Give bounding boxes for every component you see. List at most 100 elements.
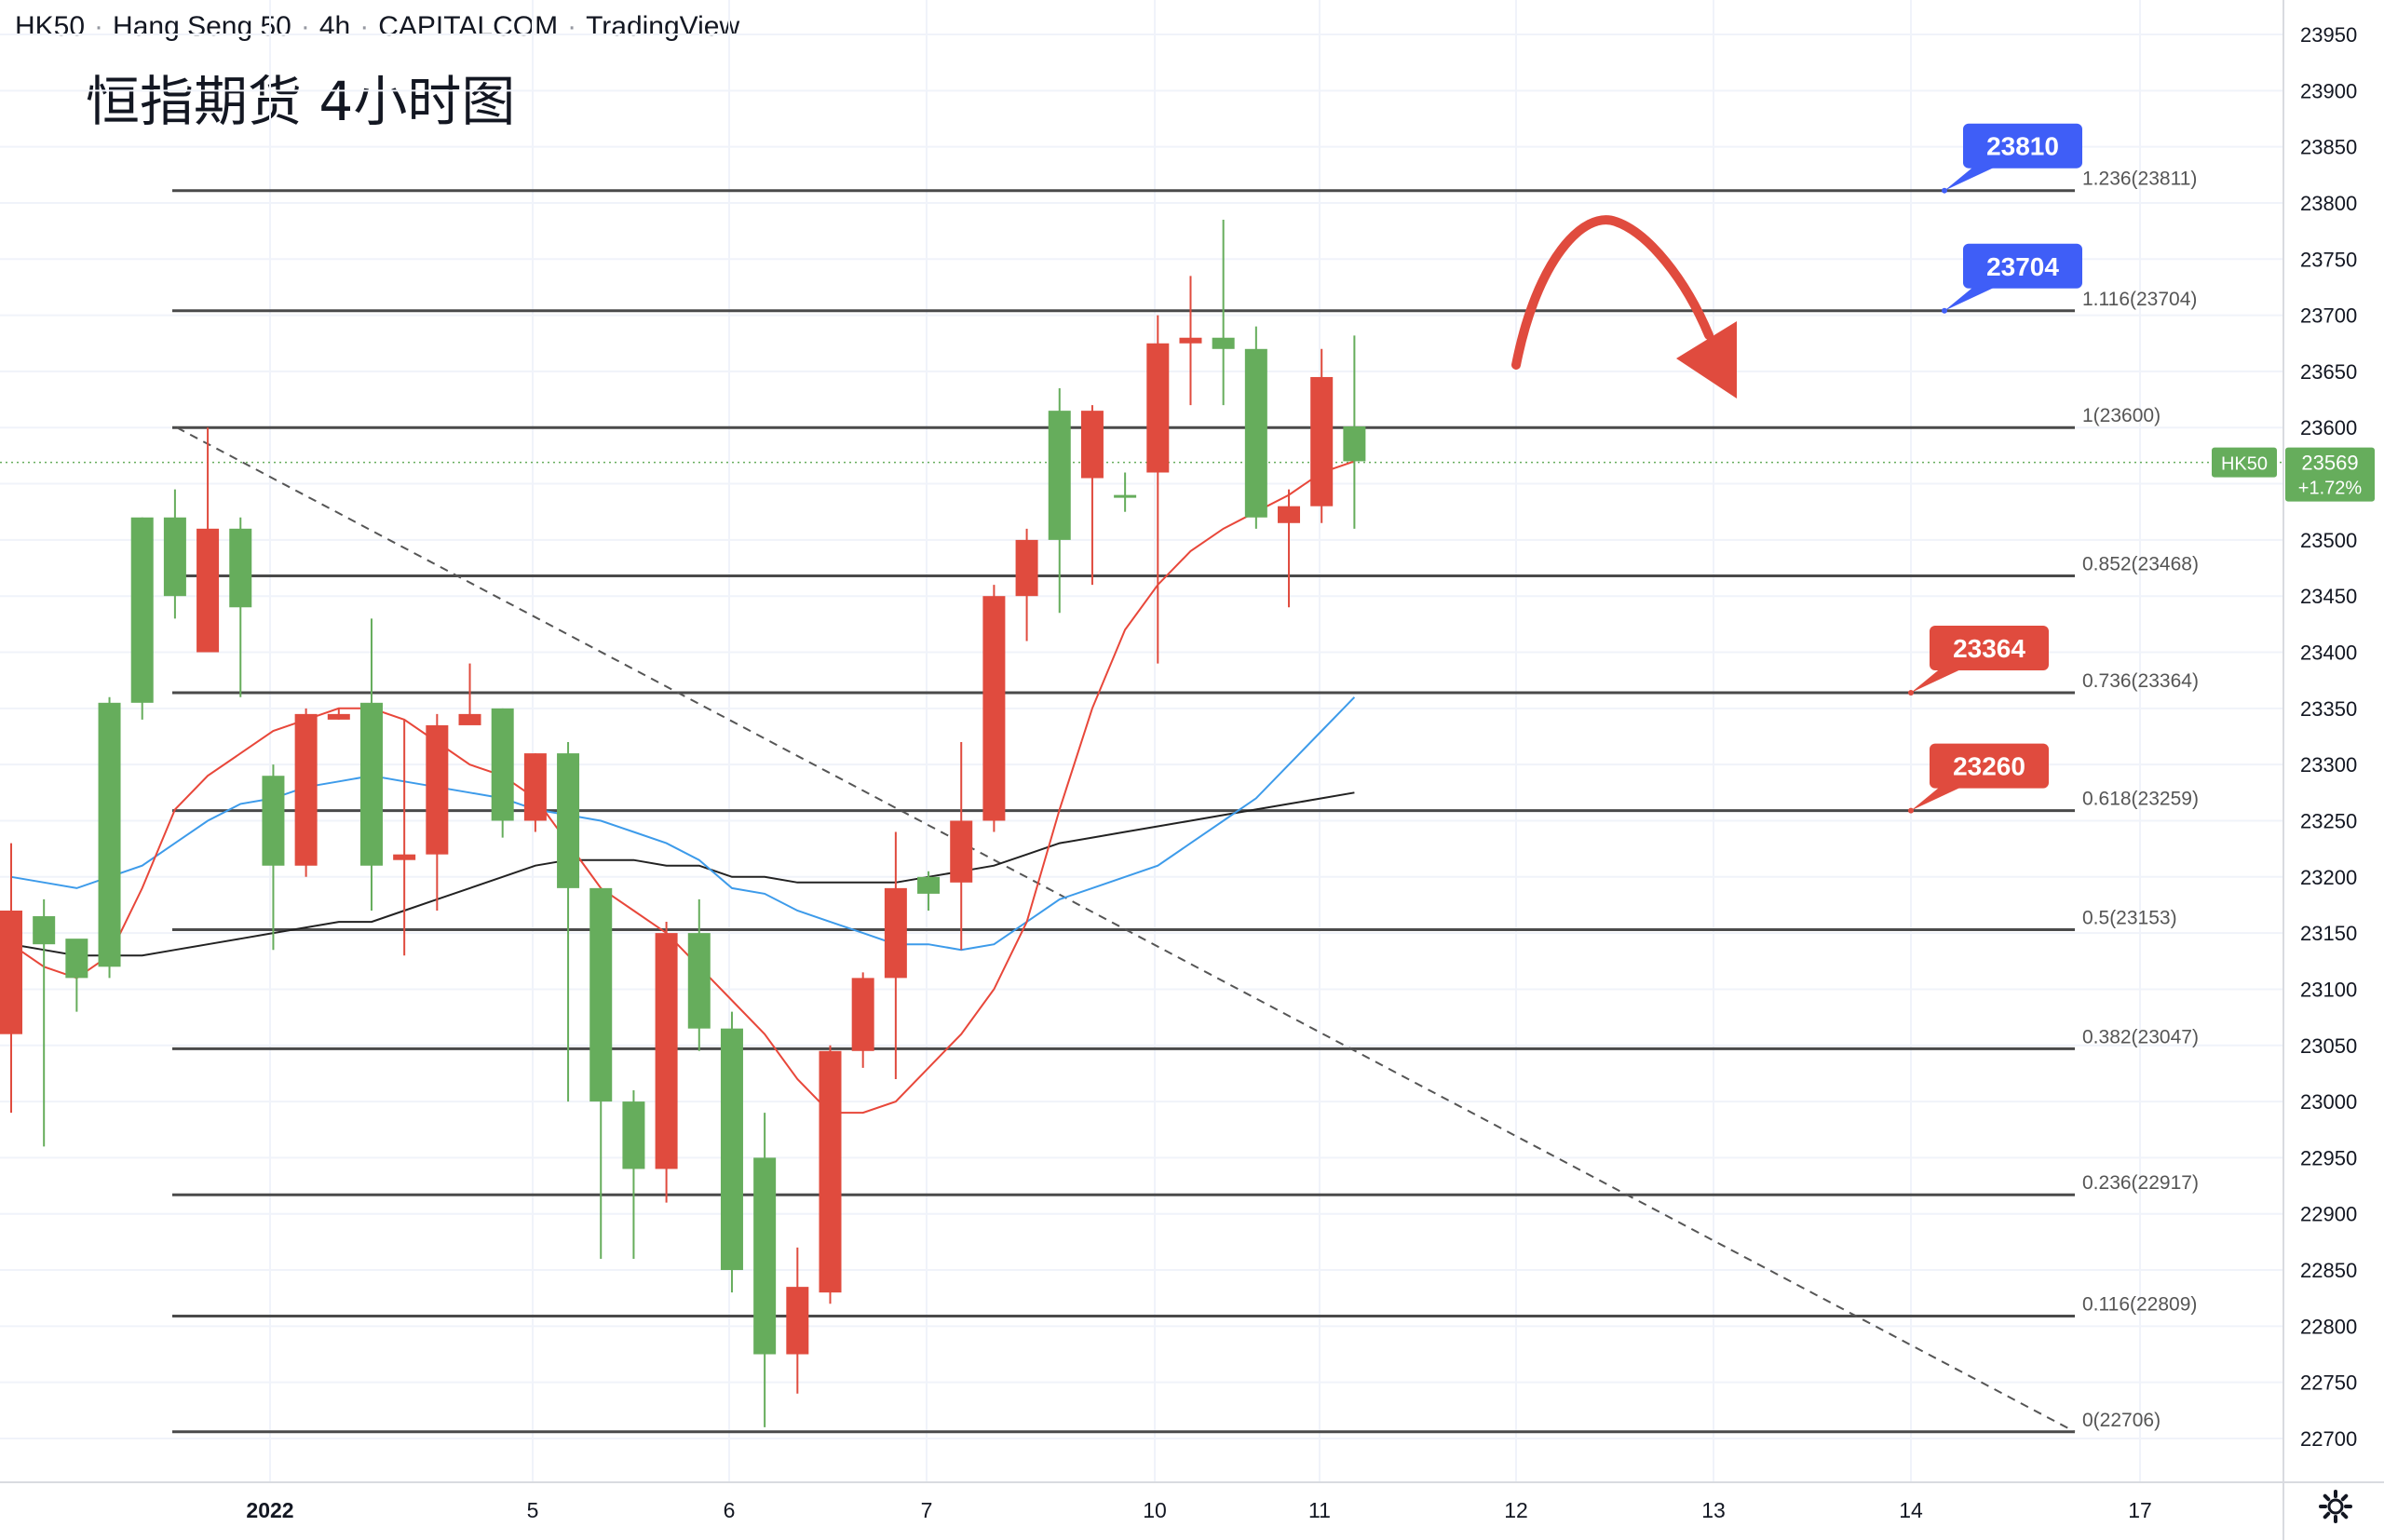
candle-body[interactable] bbox=[1310, 376, 1334, 507]
candle-body[interactable] bbox=[655, 933, 678, 1169]
candle-body[interactable] bbox=[753, 1157, 777, 1355]
forecast-arrow-head bbox=[1676, 321, 1737, 399]
y-tick-label: 23650 bbox=[2300, 360, 2357, 384]
y-tick-label: 23900 bbox=[2300, 79, 2357, 102]
candle-body[interactable] bbox=[523, 753, 547, 821]
candle-body[interactable] bbox=[229, 528, 252, 608]
price-badge[interactable] bbox=[1963, 243, 2082, 289]
fib-level-label: 0.5(23153) bbox=[2082, 908, 2177, 929]
price-badge[interactable] bbox=[1930, 743, 2049, 789]
candle-body[interactable] bbox=[262, 776, 285, 866]
candle-body[interactable] bbox=[1015, 539, 1038, 597]
symbol-price-tag[interactable] bbox=[2212, 447, 2277, 478]
candle-body[interactable] bbox=[163, 517, 186, 597]
y-tick-label: 23950 bbox=[2300, 23, 2357, 47]
symbol-ticker[interactable]: HK50 bbox=[15, 11, 86, 42]
price-badge[interactable] bbox=[1963, 123, 2082, 169]
y-tick-label: 22850 bbox=[2300, 1259, 2357, 1282]
x-tick-label: 10 bbox=[1143, 1498, 1167, 1522]
x-tick-label: 6 bbox=[724, 1498, 736, 1522]
ma-blue-line bbox=[10, 696, 1356, 952]
separator-dot: · bbox=[359, 11, 370, 42]
candle-body[interactable] bbox=[98, 702, 121, 967]
y-tick-label: 22900 bbox=[2300, 1203, 2357, 1226]
separator-dot: · bbox=[300, 11, 310, 42]
badge-anchor-dot bbox=[1942, 307, 1947, 314]
price-axis bbox=[2283, 0, 2384, 1540]
badge-anchor-dot bbox=[1908, 689, 1914, 696]
price-badge-text: 23704 bbox=[1986, 252, 2059, 281]
candle-body[interactable] bbox=[458, 713, 481, 725]
candle-body[interactable] bbox=[851, 978, 874, 1051]
candle-body[interactable] bbox=[359, 702, 383, 866]
y-tick-label: 23000 bbox=[2300, 1090, 2357, 1114]
candle-body[interactable] bbox=[1080, 411, 1104, 479]
separator-dot: · bbox=[94, 11, 104, 42]
candle-body[interactable] bbox=[130, 517, 154, 703]
candle-body[interactable] bbox=[819, 1050, 842, 1293]
candle-body[interactable] bbox=[1244, 348, 1267, 518]
candle-body[interactable] bbox=[1343, 426, 1366, 462]
interval-label[interactable]: 4h bbox=[318, 11, 351, 42]
badge-pointer bbox=[1944, 164, 2000, 191]
y-tick-label: 23150 bbox=[2300, 922, 2357, 945]
candle-body[interactable] bbox=[622, 1101, 645, 1169]
badge-anchor-dot bbox=[1908, 807, 1914, 814]
ma-red-line bbox=[10, 460, 1355, 1114]
badge-anchor-dot bbox=[1942, 187, 1947, 194]
y-tick-label: 23300 bbox=[2300, 753, 2357, 777]
candle-body[interactable] bbox=[393, 854, 416, 860]
fib-level-label: 0.736(23364) bbox=[2082, 670, 2199, 692]
candle-body[interactable] bbox=[950, 820, 973, 883]
candle-body[interactable] bbox=[327, 713, 350, 720]
x-tick-label: 11 bbox=[1308, 1498, 1331, 1522]
y-tick-label: 23500 bbox=[2300, 529, 2357, 552]
candle-body[interactable] bbox=[1048, 411, 1071, 540]
y-tick-label: 22950 bbox=[2300, 1146, 2357, 1169]
candle-body[interactable] bbox=[1114, 494, 1137, 498]
candle-body[interactable] bbox=[917, 876, 941, 894]
symbol-price-tag-text: HK50 bbox=[2221, 454, 2268, 475]
x-tick-label: 14 bbox=[1899, 1498, 1923, 1522]
candle-body[interactable] bbox=[557, 753, 580, 888]
candle-body[interactable] bbox=[33, 916, 56, 945]
y-tick-label: 22800 bbox=[2300, 1315, 2357, 1338]
candle-body[interactable] bbox=[65, 939, 88, 979]
forecast-arrow bbox=[1511, 215, 1714, 370]
candle-body[interactable] bbox=[1278, 506, 1301, 523]
gear-icon[interactable] bbox=[2317, 1488, 2354, 1525]
x-tick-label: 17 bbox=[2128, 1498, 2152, 1522]
candle-body[interactable] bbox=[720, 1028, 743, 1271]
candle-body[interactable] bbox=[884, 887, 907, 979]
candle-body[interactable] bbox=[1212, 337, 1235, 349]
candle-body[interactable] bbox=[491, 708, 514, 821]
y-tick-label: 23600 bbox=[2300, 416, 2357, 439]
fib-level-label: 1.116(23704) bbox=[2082, 289, 2197, 310]
price-badge-text: 23260 bbox=[1953, 752, 2025, 781]
x-tick-label: 12 bbox=[1504, 1498, 1528, 1522]
candle-body[interactable] bbox=[0, 910, 22, 1034]
current-price-tag[interactable] bbox=[2285, 447, 2375, 502]
separator-dot: · bbox=[567, 11, 577, 42]
candle-body[interactable] bbox=[982, 596, 1006, 821]
candle-body[interactable] bbox=[426, 724, 449, 855]
candle-body[interactable] bbox=[1179, 337, 1202, 344]
price-change-text: +1.72% bbox=[2298, 479, 2363, 499]
chart-header: HK50 · Hang Seng 50 · 4h · CAPITALCOM · TradingV… bbox=[15, 11, 739, 43]
candle-body[interactable] bbox=[786, 1287, 809, 1355]
price-badge[interactable] bbox=[1930, 625, 2049, 670]
candle-body[interactable] bbox=[589, 887, 613, 1102]
candle-body[interactable] bbox=[1146, 343, 1170, 473]
x-tick-label: 7 bbox=[921, 1498, 933, 1522]
y-tick-label: 23750 bbox=[2300, 248, 2357, 271]
y-tick-label: 23250 bbox=[2300, 809, 2357, 832]
fib-level-label: 1(23600) bbox=[2082, 405, 2160, 426]
candle-body[interactable] bbox=[687, 933, 711, 1029]
current-price-text: 23569 bbox=[2301, 452, 2358, 475]
candle-body[interactable] bbox=[196, 528, 220, 653]
annotation-title: 恒指期货 4小时图 bbox=[86, 70, 516, 133]
fib-level-label: 0.852(23468) bbox=[2082, 553, 2199, 574]
y-tick-label: 23800 bbox=[2300, 192, 2357, 215]
candle-body[interactable] bbox=[294, 713, 318, 866]
